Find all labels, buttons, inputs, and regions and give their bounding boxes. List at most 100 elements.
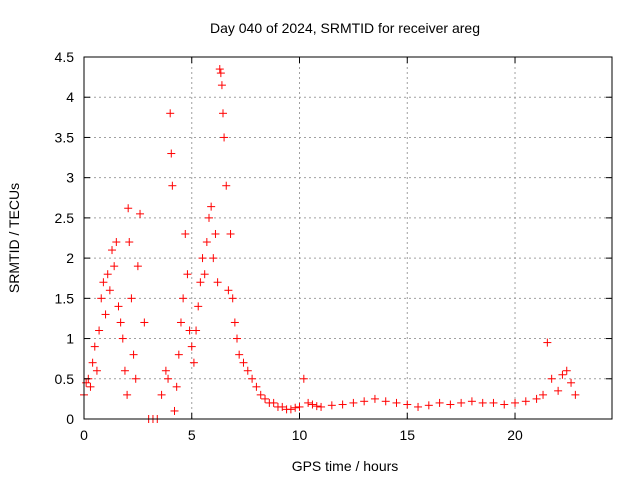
data-point bbox=[539, 390, 548, 399]
data-point bbox=[97, 294, 106, 303]
data-point bbox=[571, 390, 580, 399]
y-tick-label: 0.5 bbox=[55, 371, 75, 387]
y-tick-label: 3.5 bbox=[55, 129, 75, 145]
data-point bbox=[181, 229, 190, 238]
data-point bbox=[112, 238, 121, 247]
data-point bbox=[554, 386, 563, 395]
y-tick-label: 4 bbox=[66, 89, 74, 105]
data-point bbox=[164, 374, 173, 383]
data-point bbox=[167, 149, 176, 158]
data-point bbox=[424, 401, 433, 410]
data-point bbox=[547, 374, 556, 383]
y-tick-label: 1 bbox=[66, 331, 74, 347]
data-point bbox=[562, 366, 571, 375]
data-point bbox=[187, 342, 196, 351]
data-point bbox=[521, 397, 530, 406]
data-point bbox=[86, 382, 95, 391]
data-point bbox=[500, 400, 509, 409]
data-point bbox=[213, 278, 222, 287]
data-point bbox=[103, 270, 112, 279]
data-point bbox=[543, 338, 552, 347]
data-point bbox=[202, 238, 211, 247]
data-point bbox=[252, 382, 261, 391]
data-point bbox=[230, 318, 239, 327]
data-point bbox=[194, 302, 203, 311]
y-tick-label: 0 bbox=[66, 411, 74, 427]
data-point bbox=[228, 294, 237, 303]
data-point bbox=[338, 400, 347, 409]
y-tick-labels: 0 0.5 1 1.5 2 2.5 3 3.5 4 4.5 bbox=[55, 49, 75, 427]
data-point bbox=[235, 350, 244, 359]
data-point bbox=[248, 374, 257, 383]
plot-frame bbox=[83, 56, 613, 420]
data-point bbox=[414, 402, 423, 411]
data-point bbox=[239, 358, 248, 367]
data-point bbox=[125, 238, 134, 247]
data-point bbox=[123, 390, 132, 399]
data-point bbox=[532, 394, 541, 403]
data-point bbox=[120, 366, 129, 375]
data-point bbox=[105, 286, 114, 295]
data-point bbox=[467, 397, 476, 406]
data-point bbox=[261, 394, 270, 403]
y-tick-label: 2 bbox=[66, 250, 74, 266]
data-point bbox=[168, 181, 177, 190]
data-point bbox=[174, 350, 183, 359]
data-point bbox=[327, 401, 336, 410]
chart-title: Day 040 of 2024, SRMTID for receiver are… bbox=[210, 20, 480, 36]
data-point bbox=[243, 366, 252, 375]
data-point bbox=[381, 397, 390, 406]
y-tick-label: 4.5 bbox=[55, 49, 75, 65]
data-point bbox=[478, 398, 487, 407]
data-point bbox=[233, 334, 242, 343]
data-point bbox=[567, 378, 576, 387]
data-point bbox=[189, 358, 198, 367]
data-point bbox=[286, 405, 295, 414]
data-point bbox=[256, 390, 265, 399]
grid bbox=[84, 57, 612, 419]
data-point bbox=[204, 213, 213, 222]
data-point bbox=[299, 374, 308, 383]
x-tick-labels: 0 5 10 15 20 bbox=[80, 427, 523, 443]
y-tick-label: 2.5 bbox=[55, 210, 75, 226]
data-point bbox=[457, 398, 466, 407]
data-point bbox=[215, 65, 224, 74]
data-point bbox=[136, 209, 145, 218]
data-point bbox=[295, 402, 304, 411]
data-point bbox=[349, 398, 358, 407]
data-point bbox=[118, 334, 127, 343]
data-point bbox=[216, 69, 225, 78]
data-point bbox=[308, 400, 317, 409]
data-point bbox=[219, 109, 228, 118]
data-point bbox=[304, 398, 313, 407]
data-point bbox=[166, 109, 175, 118]
x-tick-label: 15 bbox=[399, 427, 415, 443]
data-point bbox=[226, 229, 235, 238]
data-point bbox=[209, 254, 218, 263]
data-point bbox=[110, 262, 119, 271]
data-point bbox=[88, 358, 97, 367]
data-markers bbox=[80, 65, 580, 423]
data-point bbox=[116, 318, 125, 327]
x-tick-label: 0 bbox=[80, 427, 88, 443]
data-point bbox=[196, 278, 205, 287]
data-point bbox=[157, 390, 166, 399]
data-point bbox=[170, 406, 179, 415]
data-point bbox=[114, 302, 123, 311]
data-point bbox=[403, 400, 412, 409]
y-tick-label: 1.5 bbox=[55, 290, 75, 306]
data-point bbox=[95, 326, 104, 335]
data-point bbox=[124, 204, 133, 213]
data-point bbox=[127, 294, 136, 303]
data-point bbox=[108, 246, 117, 255]
data-point bbox=[224, 286, 233, 295]
data-point bbox=[291, 403, 300, 412]
data-point bbox=[435, 398, 444, 407]
data-point bbox=[90, 342, 99, 351]
data-point bbox=[131, 374, 140, 383]
data-point bbox=[211, 229, 220, 238]
x-tick-label: 10 bbox=[292, 427, 308, 443]
data-point bbox=[392, 398, 401, 407]
x-axis-label: GPS time / hours bbox=[292, 458, 399, 474]
